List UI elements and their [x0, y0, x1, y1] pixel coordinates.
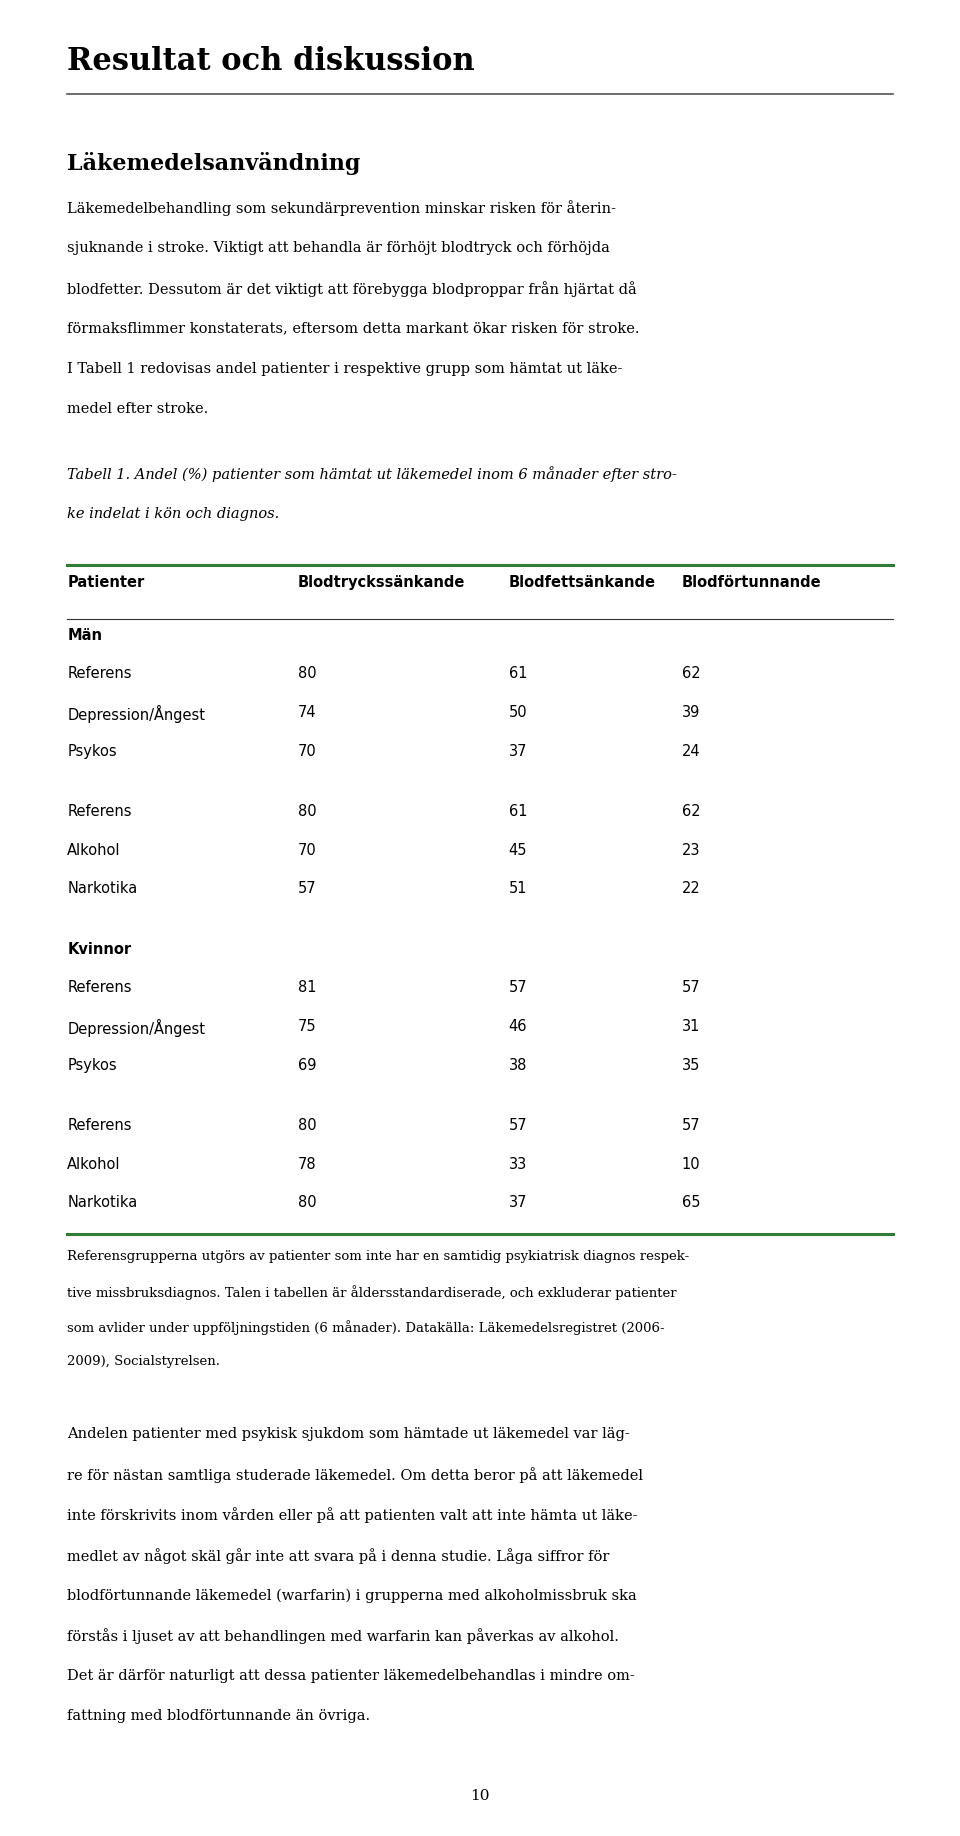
- Text: Läkemedelbehandling som sekundärprevention minskar risken för återin-: Läkemedelbehandling som sekundärpreventi…: [67, 200, 616, 217]
- Text: 46: 46: [509, 1019, 527, 1034]
- Text: Läkemedelsanvändning: Läkemedelsanvändning: [67, 152, 361, 176]
- Text: 81: 81: [298, 980, 316, 995]
- Text: blodfetter. Dessutom är det viktigt att förebygga blodproppar från hjärtat då: blodfetter. Dessutom är det viktigt att …: [67, 281, 636, 297]
- Text: 31: 31: [682, 1019, 700, 1034]
- Text: Män: Män: [67, 628, 102, 643]
- Text: Referens: Referens: [67, 804, 132, 819]
- Text: I Tabell 1 redovisas andel patienter i respektive grupp som hämtat ut läke-: I Tabell 1 redovisas andel patienter i r…: [67, 362, 623, 376]
- Text: som avlider under uppföljningstiden (6 månader). Datakälla: Läkemedelsregistret : som avlider under uppföljningstiden (6 m…: [67, 1320, 665, 1335]
- Text: 37: 37: [509, 1195, 527, 1210]
- Text: 78: 78: [298, 1157, 316, 1171]
- Text: fattning med blodförtunnande än övriga.: fattning med blodförtunnande än övriga.: [67, 1709, 371, 1724]
- Text: sjuknande i stroke. Viktigt att behandla är förhöjt blodtryck och förhöjda: sjuknande i stroke. Viktigt att behandla…: [67, 241, 610, 255]
- Text: Alkohol: Alkohol: [67, 843, 121, 857]
- Text: re för nästan samtliga studerade läkemedel. Om detta beror på att läkemedel: re för nästan samtliga studerade läkemed…: [67, 1467, 643, 1483]
- Text: Tabell 1. Andel (%) patienter som hämtat ut läkemedel inom 6 månader efter stro-: Tabell 1. Andel (%) patienter som hämtat…: [67, 466, 677, 483]
- Text: 2009), Socialstyrelsen.: 2009), Socialstyrelsen.: [67, 1355, 220, 1368]
- Text: Blodfettsänkande: Blodfettsänkande: [509, 575, 656, 589]
- Text: 61: 61: [509, 666, 527, 681]
- Text: förstås i ljuset av att behandlingen med warfarin kan påverkas av alkohol.: förstås i ljuset av att behandlingen med…: [67, 1629, 619, 1645]
- Text: Depression/Ångest: Depression/Ångest: [67, 1019, 205, 1037]
- Text: 45: 45: [509, 843, 527, 857]
- Text: 57: 57: [682, 1118, 700, 1133]
- Text: 65: 65: [682, 1195, 700, 1210]
- Text: ke indelat i kön och diagnos.: ke indelat i kön och diagnos.: [67, 507, 279, 521]
- Text: 24: 24: [682, 744, 700, 758]
- Text: 22: 22: [682, 881, 701, 896]
- Text: 57: 57: [509, 980, 527, 995]
- Text: Referens: Referens: [67, 1118, 132, 1133]
- Text: 38: 38: [509, 1058, 527, 1072]
- Text: 70: 70: [298, 843, 317, 857]
- Text: 51: 51: [509, 881, 527, 896]
- Text: 37: 37: [509, 744, 527, 758]
- Text: 35: 35: [682, 1058, 700, 1072]
- Text: 74: 74: [298, 705, 316, 720]
- Text: 50: 50: [509, 705, 527, 720]
- Text: medlet av något skäl går inte att svara på i denna studie. Låga siffror för: medlet av något skäl går inte att svara …: [67, 1548, 610, 1564]
- Text: inte förskrivits inom vården eller på att patienten valt att inte hämta ut läke-: inte förskrivits inom vården eller på at…: [67, 1507, 637, 1524]
- Text: 80: 80: [298, 1195, 316, 1210]
- Text: tive missbruksdiagnos. Talen i tabellen är åldersstandardiserade, och exkluderar: tive missbruksdiagnos. Talen i tabellen …: [67, 1285, 677, 1300]
- Text: Narkotika: Narkotika: [67, 1195, 137, 1210]
- Text: Andelen patienter med psykisk sjukdom som hämtade ut läkemedel var läg-: Andelen patienter med psykisk sjukdom so…: [67, 1427, 630, 1441]
- Text: Det är därför naturligt att dessa patienter läkemedelbehandlas i mindre om-: Det är därför naturligt att dessa patien…: [67, 1669, 635, 1684]
- Text: 80: 80: [298, 1118, 316, 1133]
- Text: 57: 57: [509, 1118, 527, 1133]
- Text: Referensgrupperna utgörs av patienter som inte har en samtidig psykiatrisk diagn: Referensgrupperna utgörs av patienter so…: [67, 1250, 689, 1263]
- Text: Blodtryckssänkande: Blodtryckssänkande: [298, 575, 465, 589]
- Text: Narkotika: Narkotika: [67, 881, 137, 896]
- Text: 57: 57: [298, 881, 316, 896]
- Text: blodförtunnande läkemedel (warfarin) i grupperna med alkoholmissbruk ska: blodförtunnande läkemedel (warfarin) i g…: [67, 1588, 636, 1603]
- Text: Blodförtunnande: Blodförtunnande: [682, 575, 821, 589]
- Text: 70: 70: [298, 744, 317, 758]
- Text: Psykos: Psykos: [67, 744, 117, 758]
- Text: Kvinnor: Kvinnor: [67, 942, 132, 957]
- Text: Referens: Referens: [67, 666, 132, 681]
- Text: 23: 23: [682, 843, 700, 857]
- Text: 75: 75: [298, 1019, 316, 1034]
- Text: 39: 39: [682, 705, 700, 720]
- Text: Alkohol: Alkohol: [67, 1157, 121, 1171]
- Text: Resultat och diskussion: Resultat och diskussion: [67, 46, 475, 77]
- Text: 62: 62: [682, 666, 700, 681]
- Text: förmaksflimmer konstaterats, eftersom detta markant ökar risken för stroke.: förmaksflimmer konstaterats, eftersom de…: [67, 321, 639, 336]
- Text: 57: 57: [682, 980, 700, 995]
- Text: medel efter stroke.: medel efter stroke.: [67, 402, 208, 417]
- Text: 10: 10: [470, 1788, 490, 1803]
- Text: Referens: Referens: [67, 980, 132, 995]
- Text: Psykos: Psykos: [67, 1058, 117, 1072]
- Text: 62: 62: [682, 804, 700, 819]
- Text: 69: 69: [298, 1058, 316, 1072]
- Text: Depression/Ångest: Depression/Ångest: [67, 705, 205, 723]
- Text: 10: 10: [682, 1157, 700, 1171]
- Text: Patienter: Patienter: [67, 575, 144, 589]
- Text: 80: 80: [298, 666, 316, 681]
- Text: 80: 80: [298, 804, 316, 819]
- Text: 33: 33: [509, 1157, 527, 1171]
- Text: 61: 61: [509, 804, 527, 819]
